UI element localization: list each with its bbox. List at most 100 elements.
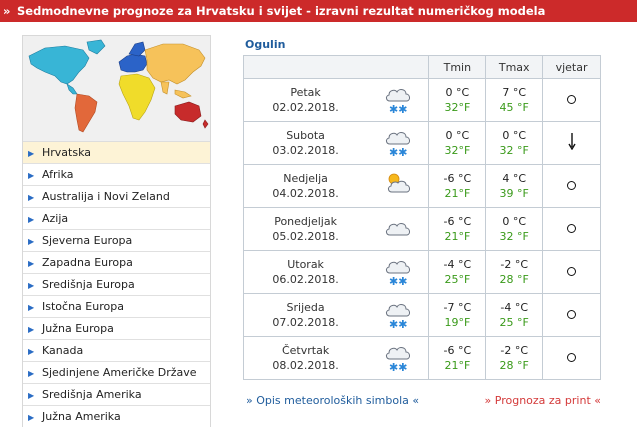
sidebar-item[interactable]: ▶ Kanada bbox=[23, 340, 210, 362]
sidebar-item[interactable]: ▶ Australija i Novi Zeland bbox=[23, 186, 210, 208]
tmax-celsius: -2 °C bbox=[500, 258, 529, 271]
region-sidebar: ▶ Hrvatska ▶ Afrika ▶ Australija i Novi Zelan… bbox=[22, 35, 211, 427]
svg-text:✱✱: ✱✱ bbox=[389, 146, 407, 157]
print-forecast-link[interactable]: » Prognoza za print « bbox=[484, 394, 601, 407]
svg-text:✱✱: ✱✱ bbox=[389, 275, 407, 286]
wind-cell bbox=[542, 293, 601, 337]
sidebar-item[interactable]: ▶ Središnja Europa bbox=[23, 274, 210, 296]
snow-cloud-icon: ✱✱ bbox=[383, 88, 413, 117]
header-tmin: Tmin bbox=[428, 55, 487, 79]
tmax-cell: -2 °C 28 °F bbox=[485, 336, 544, 380]
sidebar-item[interactable]: ▶ Zapadna Europa bbox=[23, 252, 210, 274]
tmin-fahrenheit: 21°F bbox=[444, 230, 471, 243]
arrow-right-icon: ▶ bbox=[28, 171, 35, 180]
tmax-fahrenheit: 28 °F bbox=[499, 359, 529, 372]
forecast-row: Petak 02.02.2018. ✱✱ 0 °C 32°F 7 °C 45 °F bbox=[243, 78, 601, 122]
sidebar-item[interactable]: ▶ Sjeverna Europa bbox=[23, 230, 210, 252]
city-title: Ogulin bbox=[245, 38, 286, 51]
weather-icon-cell: ✱✱ bbox=[367, 78, 430, 122]
tmax-cell: 0 °C 32 °F bbox=[485, 207, 544, 251]
tmin-celsius: -6 °C bbox=[443, 215, 472, 228]
tmin-celsius: -6 °C bbox=[443, 344, 472, 357]
day-cell: Subota 03.02.2018. bbox=[243, 121, 368, 165]
tmin-celsius: -7 °C bbox=[443, 301, 472, 314]
sidebar-item[interactable]: ▶ Središnja Amerika bbox=[23, 384, 210, 406]
sidebar-item[interactable]: ▶ Sjedinjene Američke Države bbox=[23, 362, 210, 384]
forecast-row: Ponedjeljak 05.02.2018. -6 °C 21°F 0 °C 32 °F bbox=[243, 207, 601, 251]
sidebar-item[interactable]: ▶ Hrvatska bbox=[23, 142, 210, 164]
weather-icon-cell: ✱✱ bbox=[367, 293, 430, 337]
wind-cell bbox=[542, 250, 601, 294]
arrow-right-icon: ▶ bbox=[28, 325, 35, 334]
tmin-fahrenheit: 32°F bbox=[444, 144, 471, 157]
tmin-fahrenheit: 19°F bbox=[444, 316, 471, 329]
tmax-cell: -4 °C 25 °F bbox=[485, 293, 544, 337]
weather-icon-cell: ✱✱ bbox=[367, 336, 430, 380]
sidebar-item-label: Sjeverna Europa bbox=[42, 234, 133, 247]
tmin-celsius: 0 °C bbox=[445, 129, 470, 142]
banner-title: Sedmodnevne prognoze za Hrvatsku i svije… bbox=[17, 4, 546, 18]
sidebar-item-label: Australija i Novi Zeland bbox=[42, 190, 170, 203]
sidebar-item-label: Azija bbox=[42, 212, 69, 225]
sidebar-item[interactable]: ▶ Azija bbox=[23, 208, 210, 230]
tmin-fahrenheit: 25°F bbox=[444, 273, 471, 286]
symbols-description-link[interactable]: » Opis meteoroloških simbola « bbox=[246, 394, 420, 407]
forecast-row: Četvrtak 08.02.2018. ✱✱ -6 °C 21°F -2 °C 28 °F bbox=[243, 336, 601, 380]
region-menu: ▶ Hrvatska ▶ Afrika ▶ Australija i Novi Zelan… bbox=[23, 142, 210, 427]
day-cell: Ponedjeljak 05.02.2018. bbox=[243, 207, 368, 251]
sidebar-item[interactable]: ▶ Istočna Europa bbox=[23, 296, 210, 318]
tmax-celsius: 0 °C bbox=[502, 215, 527, 228]
calm-circle-icon bbox=[567, 308, 577, 323]
tmax-celsius: -4 °C bbox=[500, 301, 529, 314]
world-map[interactable] bbox=[23, 36, 210, 142]
tmax-cell: 4 °C 39 °F bbox=[485, 164, 544, 208]
weather-icon-cell bbox=[367, 207, 430, 251]
tmin-celsius: -4 °C bbox=[443, 258, 472, 271]
weather-icon-cell: ✱✱ bbox=[367, 250, 430, 294]
tmax-celsius: -2 °C bbox=[500, 344, 529, 357]
sidebar-item[interactable]: ▶ Afrika bbox=[23, 164, 210, 186]
tmax-fahrenheit: 45 °F bbox=[499, 101, 529, 114]
svg-text:✱✱: ✱✱ bbox=[389, 318, 407, 329]
sidebar-item-label: Istočna Europa bbox=[42, 300, 124, 313]
wind-cell bbox=[542, 78, 601, 122]
day-name: Ponedjeljak bbox=[274, 215, 337, 228]
arrow-right-icon: ▶ bbox=[28, 347, 35, 356]
day-cell: Utorak 06.02.2018. bbox=[243, 250, 368, 294]
arrow-right-icon: ▶ bbox=[28, 281, 35, 290]
day-name: Subota bbox=[286, 129, 325, 142]
sidebar-item-label: Sjedinjene Američke Države bbox=[42, 366, 197, 379]
tmin-cell: -4 °C 25°F bbox=[428, 250, 487, 294]
tmax-fahrenheit: 28 °F bbox=[499, 273, 529, 286]
tmax-celsius: 4 °C bbox=[502, 172, 527, 185]
day-cell: Četvrtak 08.02.2018. bbox=[243, 336, 368, 380]
arrow-right-icon: ▶ bbox=[28, 413, 35, 422]
header-tmax: Tmax bbox=[485, 55, 544, 79]
day-date: 06.02.2018. bbox=[272, 273, 339, 286]
wind-cell bbox=[542, 336, 601, 380]
sidebar-item[interactable]: ▶ Južna Europa bbox=[23, 318, 210, 340]
forecast-row: Srijeda 07.02.2018. ✱✱ -7 °C 19°F -4 °C 25 °F bbox=[243, 293, 601, 337]
arrow-right-icon: ▶ bbox=[28, 369, 35, 378]
calm-circle-icon bbox=[567, 93, 577, 108]
world-continents-map-icon bbox=[28, 39, 209, 133]
sidebar-item-label: Središnja Europa bbox=[42, 278, 135, 291]
sidebar-item[interactable]: ▶ Južna Amerika bbox=[23, 406, 210, 427]
weather-icon-cell: ✱✱ bbox=[367, 121, 430, 165]
snow-cloud-icon: ✱✱ bbox=[383, 260, 413, 289]
arrow-right-icon: ▶ bbox=[28, 237, 35, 246]
arrow-right-icon: ▶ bbox=[28, 149, 35, 158]
day-name: Utorak bbox=[287, 258, 324, 271]
tmin-fahrenheit: 21°F bbox=[444, 359, 471, 372]
day-cell: Nedjelja 04.02.2018. bbox=[243, 164, 368, 208]
forecast-table: Tmin Tmax vjetar Petak 02.02.2018. ✱✱ 0 °C 3… bbox=[242, 55, 601, 380]
day-date: 04.02.2018. bbox=[272, 187, 339, 200]
weather-icon-cell bbox=[367, 164, 430, 208]
tmin-cell: 0 °C 32°F bbox=[428, 78, 487, 122]
tmax-celsius: 7 °C bbox=[502, 86, 527, 99]
svg-text:✱✱: ✱✱ bbox=[389, 361, 407, 372]
arrow-right-icon: ▶ bbox=[28, 259, 35, 268]
day-date: 08.02.2018. bbox=[272, 359, 339, 372]
sun-cloud-icon bbox=[383, 173, 413, 203]
svg-text:✱✱: ✱✱ bbox=[389, 103, 407, 114]
